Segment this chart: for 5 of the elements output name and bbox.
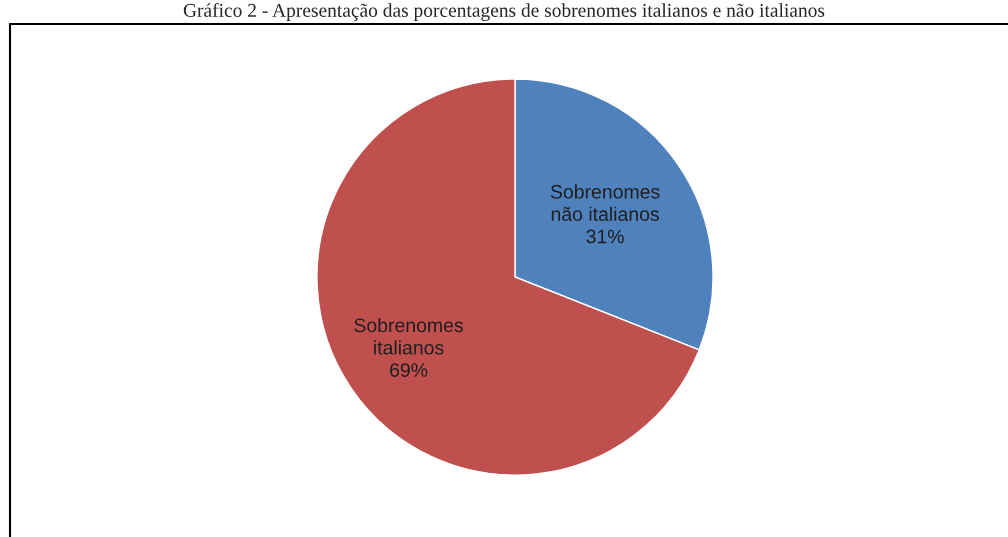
slice-label: Sobrenomes não italianos <box>550 184 660 221</box>
chart-title: Gráfico 2 - Apresentação das porcentagens de sobrenomes italianos e não italianos <box>183 3 825 21</box>
slice-label: Sobrenomes italianos <box>354 317 463 355</box>
data-label: 69% <box>390 363 428 377</box>
data-label: 31% <box>586 229 624 244</box>
